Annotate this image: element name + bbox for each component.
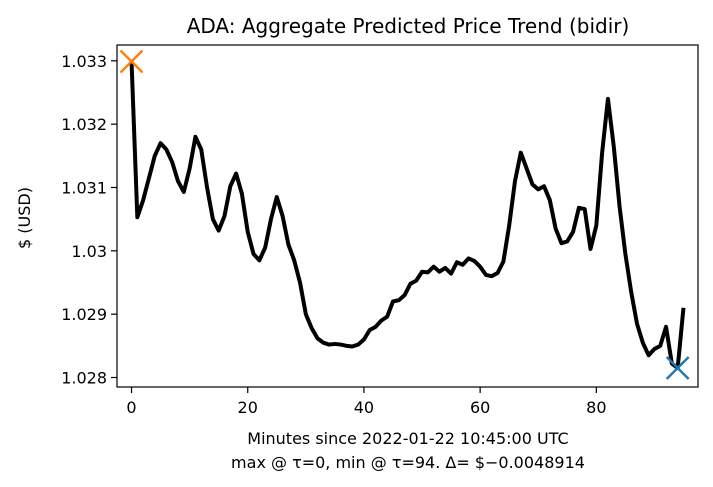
max-marker <box>119 49 144 74</box>
min-marker <box>665 356 690 380</box>
series-line-0 <box>129 61 686 370</box>
chart-title: ADA: Aggregate Predicted Price Trend (bi… <box>187 14 630 38</box>
plot-frame <box>116 44 699 388</box>
y-tick-label: 1.03 <box>71 242 107 261</box>
x-tick-label: 60 <box>470 398 490 417</box>
x-tick-label: 0 <box>126 398 136 417</box>
y-tick-label: 1.031 <box>61 179 107 198</box>
y-axis-label: $ (USD) <box>15 187 34 249</box>
plot-area: 0 20 40 60 80 1.028 1.029 1.03 1.031 1.032 1.033 <box>61 44 699 417</box>
y-tick-label: 1.028 <box>61 369 107 388</box>
y-tick-label: 1.032 <box>61 115 107 134</box>
x-tick-label: 80 <box>586 398 606 417</box>
x-tick-label: 20 <box>238 398 258 417</box>
x-axis-caption: max @ τ=0, min @ τ=94. Δ= $−0.0048914 <box>231 453 585 472</box>
x-axis-label: Minutes since 2022-01-22 10:45:00 UTC <box>247 429 568 448</box>
y-tick-label: 1.033 <box>61 52 107 71</box>
y-tick-label: 1.029 <box>61 305 107 324</box>
x-tick-label: 40 <box>354 398 374 417</box>
